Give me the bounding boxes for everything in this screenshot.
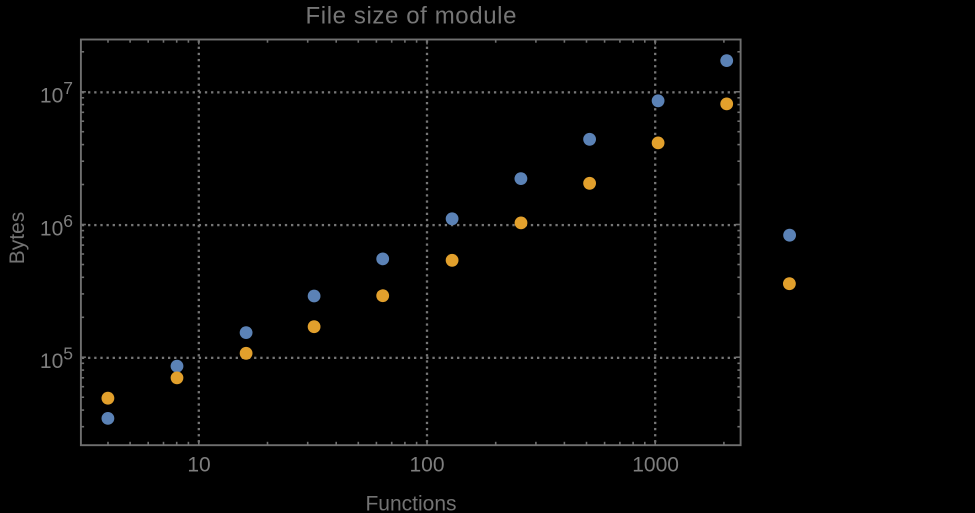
svg-text:10: 10	[187, 453, 210, 476]
svg-text:Bytes: Bytes	[6, 212, 29, 265]
svg-text:100: 100	[409, 453, 444, 476]
svg-text:Functions: Functions	[365, 493, 456, 513]
svg-text:File size of module: File size of module	[306, 3, 518, 30]
svg-text:1000: 1000	[632, 453, 679, 476]
